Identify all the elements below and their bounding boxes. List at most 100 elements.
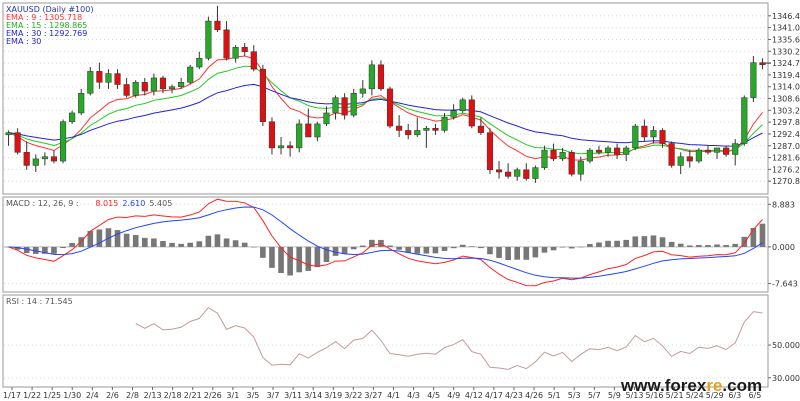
macd-hist-bar <box>287 246 293 276</box>
legend-entry: EMA : 15 : 1298.865 <box>6 21 87 30</box>
date-tick-label: 3/1 <box>226 391 239 400</box>
price-tick-label: 1287.00 <box>772 142 800 151</box>
candle-body <box>187 66 194 83</box>
macd-tick-label: 0.000 <box>772 243 795 252</box>
rsi-panel-frame <box>2 294 769 388</box>
price-panel: 1346.40 1341.00 1335.60 1330.20 1324.79 1319.… <box>2 2 800 195</box>
rsi-line-path <box>135 306 763 370</box>
candle <box>505 163 512 179</box>
candle-body <box>305 123 312 138</box>
price-tick-label: 1303.20 <box>772 106 800 115</box>
candle <box>759 58 766 70</box>
candle <box>377 60 385 92</box>
price-legend: XAUUSD (Daily #100)EMA : 9 : 1305.718EMA… <box>6 5 93 46</box>
candle-body <box>441 117 448 131</box>
price-axis: 1346.40 1341.00 1335.60 1330.20 1324.79 1319.… <box>761 12 800 186</box>
date-tick-label: 2/4 <box>86 391 99 400</box>
price-tick-label: 1281.60 <box>772 154 800 163</box>
macd-hist-bar <box>278 246 284 274</box>
candle <box>196 51 203 70</box>
candle-body <box>159 77 167 90</box>
candle <box>350 88 357 118</box>
macd-hist-bar <box>414 246 421 254</box>
candle-body <box>495 169 503 173</box>
macd-hist-bar <box>550 246 557 251</box>
macd-hist-bar <box>696 245 702 247</box>
candle <box>259 64 266 127</box>
macd-hist-bar <box>723 245 729 247</box>
macd-hist-bar <box>714 244 720 247</box>
macd-hist-bar <box>96 229 103 247</box>
candle-body <box>277 145 285 149</box>
candle-body <box>713 147 721 153</box>
candle <box>277 137 285 155</box>
date-tick-label: 1/30 <box>63 391 81 400</box>
candle-body <box>250 51 257 70</box>
candle <box>623 145 630 162</box>
macd-hist-bar <box>487 246 493 255</box>
date-tick-label: 5/1 <box>548 391 561 400</box>
candle <box>450 104 457 120</box>
candle-body <box>641 125 648 138</box>
macd-hist-bar <box>214 234 221 247</box>
candle <box>686 150 693 168</box>
date-tick-label: 6/5 <box>748 391 761 400</box>
macd-hist-bar <box>323 246 330 262</box>
macd-hist-bar <box>668 241 675 247</box>
candle-body <box>178 82 185 87</box>
candle <box>41 152 48 166</box>
price-tick-label: 1297.80 <box>772 118 800 127</box>
candle-body <box>150 77 157 92</box>
macd-hist-bar <box>387 245 393 247</box>
macd-tick-label: 8.883 <box>772 200 795 209</box>
price-tick-label: 1319.40 <box>772 71 800 80</box>
macd-hist-bar <box>123 233 130 247</box>
macd-hist-bar <box>505 246 511 261</box>
date-tick-label: 6/3 <box>728 391 741 400</box>
candle <box>514 167 521 181</box>
candle <box>223 21 230 61</box>
price-tick-label: 1330.20 <box>772 47 800 56</box>
candle <box>750 56 757 102</box>
date-tick-label: 5/16 <box>646 391 664 400</box>
candle <box>368 60 375 96</box>
candle <box>586 147 593 164</box>
candle <box>96 62 103 89</box>
price-tick-label: 1324.79 <box>772 59 800 68</box>
macd-hist-bar <box>577 246 584 248</box>
price-tick-label: 1292.40 <box>772 130 800 139</box>
macd-hist-bar <box>114 230 121 247</box>
candle-body <box>123 84 130 96</box>
candle <box>59 119 67 164</box>
macd-hist-bar <box>69 242 75 247</box>
candle-body <box>759 62 766 66</box>
candle <box>550 143 557 162</box>
date-tick-label: 3/11 <box>284 391 302 400</box>
candle <box>50 150 58 164</box>
candle <box>405 123 412 140</box>
date-tick-label: 3/27 <box>364 391 382 400</box>
candle-body <box>114 73 121 85</box>
candle <box>359 80 366 98</box>
candle-body <box>604 147 612 153</box>
candle-body <box>723 147 730 155</box>
candle-body <box>704 149 712 153</box>
macd-hist-bar <box>260 246 266 258</box>
date-tick-label: 5/9 <box>608 391 621 400</box>
price-tick-label: 1335.60 <box>772 35 800 44</box>
candle <box>577 156 584 181</box>
macd-hist-bar <box>359 245 366 247</box>
candle-body <box>614 147 621 155</box>
watermark-post: .com <box>722 376 762 395</box>
candle-body <box>559 152 566 160</box>
rsi-axis: 50.000 30.000 <box>768 341 800 383</box>
candle-body <box>468 99 475 127</box>
price-tick-label: 1346.40 <box>772 12 800 21</box>
candle <box>241 42 248 57</box>
candle-body <box>268 121 276 149</box>
macd-legend-entry: MACD : 12, 26, 9 : <box>6 199 79 208</box>
date-tick-label: 1/17 <box>3 391 21 400</box>
macd-legend-entry: 8.015 <box>95 199 118 208</box>
candle-body <box>287 145 294 149</box>
